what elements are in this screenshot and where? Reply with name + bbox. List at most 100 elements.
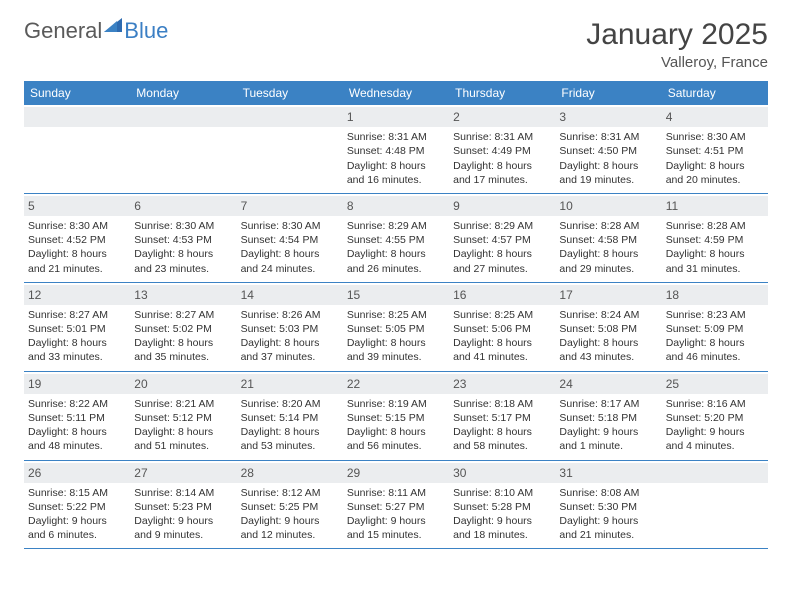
day-number: 15 xyxy=(347,288,360,302)
header: General Blue January 2025 Valleroy, Fran… xyxy=(24,18,768,71)
sunrise-text: Sunrise: 8:11 AM xyxy=(347,486,445,500)
sunset-text: Sunset: 5:11 PM xyxy=(28,411,126,425)
sunset-text: Sunset: 4:50 PM xyxy=(559,144,657,158)
daylight-text: Daylight: 8 hours and 43 minutes. xyxy=(559,336,657,364)
sunrise-text: Sunrise: 8:22 AM xyxy=(28,397,126,411)
sunset-text: Sunset: 4:57 PM xyxy=(453,233,551,247)
calendar-day: 29 Sunrise: 8:11 AMSunset: 5:27 PMDayligh… xyxy=(343,461,449,549)
sunrise-text: Sunrise: 8:23 AM xyxy=(666,308,764,322)
sunrise-text: Sunrise: 8:25 AM xyxy=(347,308,445,322)
day-number-row: 25 xyxy=(662,374,768,394)
sunrise-text: Sunrise: 8:19 AM xyxy=(347,397,445,411)
sunrise-text: Sunrise: 8:20 AM xyxy=(241,397,339,411)
day-number-row: 2 xyxy=(449,107,555,127)
day-number-row: 26 xyxy=(24,463,130,483)
calendar-day: 13Sunrise: 8:27 AMSunset: 5:02 PMDayligh… xyxy=(130,283,236,371)
weekday-header: Sunday xyxy=(24,81,130,105)
daylight-text: Daylight: 8 hours and 56 minutes. xyxy=(347,425,445,453)
calendar-day: 15Sunrise: 8:25 AMSunset: 5:05 PMDayligh… xyxy=(343,283,449,371)
calendar-day: 27Sunrise: 8:14 AMSunset: 5:23 PMDayligh… xyxy=(130,461,236,549)
calendar-day: 4Sunrise: 8:30 AMSunset: 4:51 PMDaylight… xyxy=(662,105,768,193)
calendar-day: 3 Sunrise: 8:31 AMSunset: 4:50 PMDaylight… xyxy=(555,105,661,193)
sunset-text: Sunset: 5:08 PM xyxy=(559,322,657,336)
logo: General Blue xyxy=(24,18,168,44)
month-title: January 2025 xyxy=(586,18,768,52)
sunrise-text: Sunrise: 8:31 AM xyxy=(347,130,445,144)
day-number: 29 xyxy=(347,466,360,480)
sunrise-text: Sunrise: 8:18 AM xyxy=(453,397,551,411)
calendar-day: 9Sunrise: 8:29 AMSunset: 4:57 PMDaylight… xyxy=(449,194,555,282)
sunrise-text: Sunrise: 8:14 AM xyxy=(134,486,232,500)
sunset-text: Sunset: 5:03 PM xyxy=(241,322,339,336)
sunset-text: Sunset: 4:58 PM xyxy=(559,233,657,247)
day-number: 24 xyxy=(559,377,572,391)
day-number-row: 17 xyxy=(555,285,661,305)
day-number-row: 14 xyxy=(237,285,343,305)
day-number-row: 20 xyxy=(130,374,236,394)
calendar-day: 7Sunrise: 8:30 AMSunset: 4:54 PMDaylight… xyxy=(237,194,343,282)
sunset-text: Sunset: 4:59 PM xyxy=(666,233,764,247)
sunset-text: Sunset: 4:53 PM xyxy=(134,233,232,247)
calendar-day: 2Sunrise: 8:31 AMSunset: 4:49 PMDaylight… xyxy=(449,105,555,193)
sunset-text: Sunset: 4:48 PM xyxy=(347,144,445,158)
daylight-text: Daylight: 8 hours and 51 minutes. xyxy=(134,425,232,453)
sunset-text: Sunset: 4:54 PM xyxy=(241,233,339,247)
sunrise-text: Sunrise: 8:30 AM xyxy=(666,130,764,144)
calendar-week: 26Sunrise: 8:15 AMSunset: 5:22 PMDayligh… xyxy=(24,461,768,550)
calendar-day: 8Sunrise: 8:29 AMSunset: 4:55 PMDaylight… xyxy=(343,194,449,282)
day-number: 28 xyxy=(241,466,254,480)
sunrise-text: Sunrise: 8:24 AM xyxy=(559,308,657,322)
day-number-row xyxy=(130,107,236,127)
sunset-text: Sunset: 5:22 PM xyxy=(28,500,126,514)
sunset-text: Sunset: 5:28 PM xyxy=(453,500,551,514)
day-number: 4 xyxy=(666,110,673,124)
daylight-text: Daylight: 8 hours and 19 minutes. xyxy=(559,159,657,187)
calendar-day: 24Sunrise: 8:17 AMSunset: 5:18 PMDayligh… xyxy=(555,372,661,460)
day-number-row: 3 xyxy=(555,107,661,127)
weekday-header: Thursday xyxy=(449,81,555,105)
sunset-text: Sunset: 5:15 PM xyxy=(347,411,445,425)
daylight-text: Daylight: 8 hours and 37 minutes. xyxy=(241,336,339,364)
day-number-row: 11 xyxy=(662,196,768,216)
logo-text-blue: Blue xyxy=(124,18,168,44)
day-number-row xyxy=(237,107,343,127)
daylight-text: Daylight: 9 hours and 9 minutes. xyxy=(134,514,232,542)
calendar-day: 14Sunrise: 8:26 AMSunset: 5:03 PMDayligh… xyxy=(237,283,343,371)
daylight-text: Daylight: 9 hours and 6 minutes. xyxy=(28,514,126,542)
sunset-text: Sunset: 5:18 PM xyxy=(559,411,657,425)
calendar-week: 5Sunrise: 8:30 AMSunset: 4:52 PMDaylight… xyxy=(24,194,768,283)
sunrise-text: Sunrise: 8:31 AM xyxy=(559,130,657,144)
day-number: 14 xyxy=(241,288,254,302)
sunrise-text: Sunrise: 8:10 AM xyxy=(453,486,551,500)
day-number: 13 xyxy=(134,288,147,302)
calendar-week: 12Sunrise: 8:27 AMSunset: 5:01 PMDayligh… xyxy=(24,283,768,372)
daylight-text: Daylight: 8 hours and 31 minutes. xyxy=(666,247,764,275)
calendar-day: 23Sunrise: 8:18 AMSunset: 5:17 PMDayligh… xyxy=(449,372,555,460)
sunrise-text: Sunrise: 8:30 AM xyxy=(134,219,232,233)
sunset-text: Sunset: 4:49 PM xyxy=(453,144,551,158)
daylight-text: Daylight: 9 hours and 12 minutes. xyxy=(241,514,339,542)
day-number-row: 7 xyxy=(237,196,343,216)
day-number-row: 21 xyxy=(237,374,343,394)
day-number: 5 xyxy=(28,199,35,213)
calendar-day: 20Sunrise: 8:21 AMSunset: 5:12 PMDayligh… xyxy=(130,372,236,460)
day-number: 6 xyxy=(134,199,141,213)
day-number-row: 10 xyxy=(555,196,661,216)
daylight-text: Daylight: 8 hours and 21 minutes. xyxy=(28,247,126,275)
calendar-day: 6Sunrise: 8:30 AMSunset: 4:53 PMDaylight… xyxy=(130,194,236,282)
calendar-day-empty xyxy=(24,105,130,193)
daylight-text: Daylight: 8 hours and 29 minutes. xyxy=(559,247,657,275)
day-number: 27 xyxy=(134,466,147,480)
daylight-text: Daylight: 8 hours and 20 minutes. xyxy=(666,159,764,187)
calendar-day: 26Sunrise: 8:15 AMSunset: 5:22 PMDayligh… xyxy=(24,461,130,549)
sunset-text: Sunset: 5:27 PM xyxy=(347,500,445,514)
sunset-text: Sunset: 5:02 PM xyxy=(134,322,232,336)
day-number: 25 xyxy=(666,377,679,391)
day-number-row xyxy=(662,463,768,483)
location: Valleroy, France xyxy=(586,54,768,71)
day-number-row: 18 xyxy=(662,285,768,305)
calendar-day: 17 Sunrise: 8:24 AMSunset: 5:08 PMDayligh… xyxy=(555,283,661,371)
calendar-day: 16Sunrise: 8:25 AMSunset: 5:06 PMDayligh… xyxy=(449,283,555,371)
daylight-text: Daylight: 9 hours and 4 minutes. xyxy=(666,425,764,453)
daylight-text: Daylight: 9 hours and 15 minutes. xyxy=(347,514,445,542)
